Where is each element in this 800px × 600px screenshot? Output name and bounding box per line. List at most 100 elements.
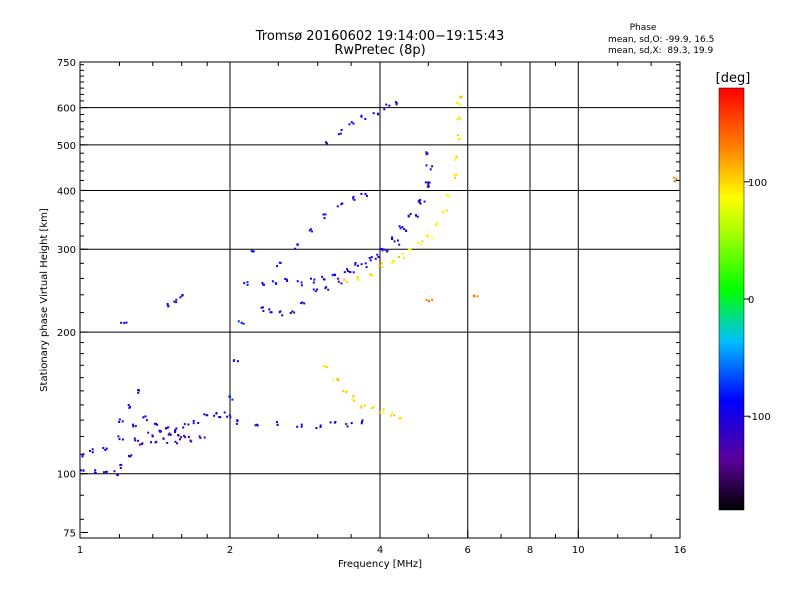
- echo-point: [459, 137, 462, 140]
- echo-point: [427, 181, 430, 184]
- echo-point: [233, 359, 236, 362]
- echo-point: [166, 441, 169, 444]
- echo-point: [175, 298, 178, 301]
- echo-point: [382, 408, 385, 411]
- echo-point: [134, 425, 137, 428]
- echo-point: [322, 213, 325, 216]
- echo-point: [213, 414, 216, 417]
- echo-point: [381, 266, 384, 268]
- echo-point: [270, 311, 273, 314]
- echo-point: [119, 467, 122, 469]
- echo-point: [348, 123, 351, 126]
- echo-point: [94, 471, 96, 474]
- echo-point: [427, 185, 430, 188]
- echo-point: [425, 151, 428, 154]
- echo-point: [334, 421, 337, 423]
- echo-point: [392, 260, 395, 262]
- echo-point: [346, 270, 349, 272]
- echo-point: [269, 311, 272, 314]
- echo-point: [372, 405, 375, 408]
- echo-point: [401, 226, 404, 229]
- tick-layer: 1 2 4 6 8 10 16 75 100 200 300 400 500 600 750: [57, 58, 686, 556]
- echo-point: [82, 453, 85, 456]
- echo-point: [325, 143, 328, 145]
- x-tick-label: 10: [572, 545, 585, 556]
- echo-point: [291, 310, 294, 313]
- echo-point: [377, 256, 380, 258]
- echo-point: [407, 215, 410, 218]
- colorbar-tick-label: 0: [748, 295, 754, 306]
- echo-point: [138, 389, 141, 392]
- y-tick-label: 600: [57, 104, 76, 115]
- echo-point: [352, 271, 355, 274]
- echo-point: [314, 290, 317, 293]
- phase-stats-x: mean, sd,X: 89.3, 19.9: [608, 46, 714, 56]
- echo-point: [369, 259, 372, 262]
- echo-point: [368, 257, 371, 259]
- echo-point: [390, 261, 393, 264]
- echo-point: [336, 377, 339, 380]
- echo-point: [454, 158, 457, 161]
- echo-point: [226, 415, 229, 418]
- colorbar-ticks: -100 0 100: [744, 178, 771, 423]
- echo-point: [340, 203, 343, 206]
- echo-point: [424, 181, 427, 184]
- echo-point: [190, 440, 193, 443]
- echo-point: [296, 280, 299, 283]
- echo-point: [153, 422, 156, 425]
- echo-point: [337, 379, 340, 382]
- echo-point: [388, 104, 391, 107]
- echo-point: [369, 273, 372, 275]
- echo-point: [130, 454, 133, 457]
- y-tick-label: 75: [63, 528, 76, 539]
- echo-point: [346, 425, 349, 428]
- echo-point: [105, 470, 108, 473]
- echo-point: [460, 95, 463, 98]
- echo-point: [181, 294, 184, 297]
- echo-point: [405, 230, 408, 232]
- x-tick-label: 8: [527, 545, 533, 556]
- echo-point: [325, 286, 328, 289]
- echo-point: [82, 469, 85, 472]
- echo-point: [134, 439, 137, 442]
- echo-point: [246, 284, 249, 286]
- echo-point: [456, 101, 459, 104]
- echo-point: [331, 274, 334, 277]
- echo-point: [268, 308, 271, 311]
- echo-point: [374, 257, 377, 260]
- echo-point: [159, 430, 162, 433]
- echo-point: [393, 414, 396, 417]
- echo-point: [104, 449, 107, 451]
- echo-point: [321, 275, 324, 278]
- echo-point: [402, 256, 405, 259]
- echo-point: [141, 443, 143, 445]
- echo-point: [442, 210, 445, 213]
- echo-point: [133, 437, 136, 440]
- echo-point: [361, 419, 364, 422]
- grid-layer: [80, 62, 680, 538]
- echo-point: [377, 113, 380, 116]
- echo-point: [271, 280, 274, 283]
- y-axis-label: Stationary phase Virtual Height [km]: [39, 208, 50, 392]
- echo-point: [352, 122, 355, 125]
- echo-point: [391, 236, 393, 239]
- echo-point: [142, 416, 145, 419]
- echo-point: [380, 247, 382, 250]
- echo-point: [319, 426, 322, 428]
- echo-point: [431, 236, 434, 239]
- echo-point: [125, 321, 128, 324]
- echo-point: [279, 261, 282, 264]
- echo-point: [333, 273, 336, 276]
- echo-point: [364, 118, 367, 120]
- echo-point: [352, 395, 355, 398]
- echo-point: [351, 398, 354, 401]
- echo-point: [144, 415, 147, 418]
- echo-point: [399, 227, 402, 230]
- echo-point: [294, 247, 297, 250]
- colorbar: [718, 87, 745, 511]
- echo-point: [175, 301, 178, 304]
- echo-point: [102, 447, 105, 449]
- echo-point: [417, 242, 420, 244]
- echo-point: [166, 304, 169, 307]
- echo-point: [315, 427, 318, 429]
